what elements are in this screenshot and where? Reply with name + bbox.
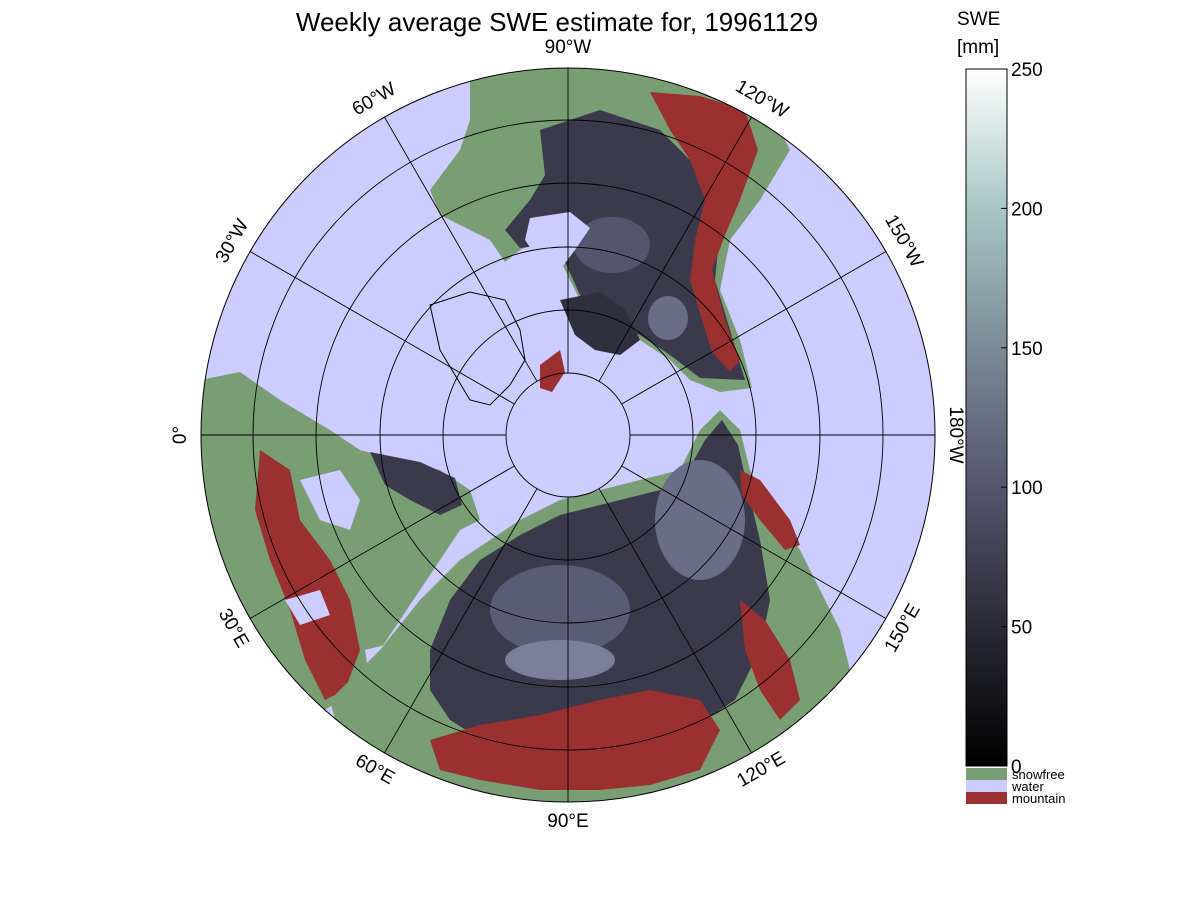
meridian-line (384, 488, 538, 754)
legend-label: water (1011, 779, 1044, 794)
meridian-line (249, 465, 515, 619)
colorbar-tick-label: 150 (1011, 339, 1043, 360)
longitude-label: 180°W (945, 406, 966, 463)
longitude-label: 90°W (545, 37, 592, 58)
colorbar-tick-label: 200 (1011, 199, 1043, 220)
snow-core-west-siberia (490, 565, 630, 655)
arctic-islands (560, 292, 640, 355)
legend-swatch (966, 780, 1007, 792)
hudson-bay (525, 212, 590, 270)
mountain-central-asia (430, 690, 720, 790)
map-title: Weekly average SWE estimate for, 1996112… (296, 7, 818, 37)
meridian-line (384, 116, 538, 382)
meridian-line (598, 116, 752, 382)
snow-core-alaska (648, 296, 688, 340)
polar-map (201, 68, 935, 802)
colorbar-ticks: 0 50 100 150 200 250 (1001, 60, 1043, 778)
snow-core-canada (574, 217, 650, 273)
baltic-sea (300, 470, 360, 530)
colorbar-label-swe: SWE (957, 9, 1000, 30)
legend-label: mountain (1012, 791, 1065, 806)
colorbar: SWE [mm] 0 50 100 150 200 250 (957, 9, 1043, 778)
meridian-line (249, 251, 515, 405)
longitude-label: 90°E (547, 811, 588, 832)
colorbar-gradient (965, 68, 1008, 767)
snow-core-central-asia (505, 640, 615, 680)
colorbar-tick-label: 50 (1011, 618, 1032, 639)
longitude-label: 0° (170, 426, 191, 444)
scandinavia-snow (370, 452, 462, 515)
mountain-rockies (650, 92, 758, 372)
legend-swatch (966, 792, 1007, 804)
colorbar-label-unit: [mm] (957, 37, 999, 58)
black-sea (285, 590, 330, 625)
colorbar-tick-label: 100 (1011, 478, 1043, 499)
legend-swatch (966, 768, 1007, 780)
meridian-line (621, 251, 887, 405)
mountain-europe (255, 450, 360, 700)
graticule (201, 68, 935, 802)
meridian-line (621, 465, 887, 619)
map-border (200, 67, 936, 803)
snow-core-east-siberia (655, 460, 745, 580)
japan (790, 590, 840, 675)
mountain-kamchatka (740, 470, 800, 550)
legend-label: snowfree (1012, 767, 1065, 782)
meridian-line (598, 488, 752, 754)
mountain-greenland-coast (540, 350, 565, 392)
colorbar-tick-label: 250 (1011, 60, 1043, 81)
colorbar-tick-label: 0 (1011, 757, 1022, 778)
mountain-east-asia (740, 600, 800, 720)
